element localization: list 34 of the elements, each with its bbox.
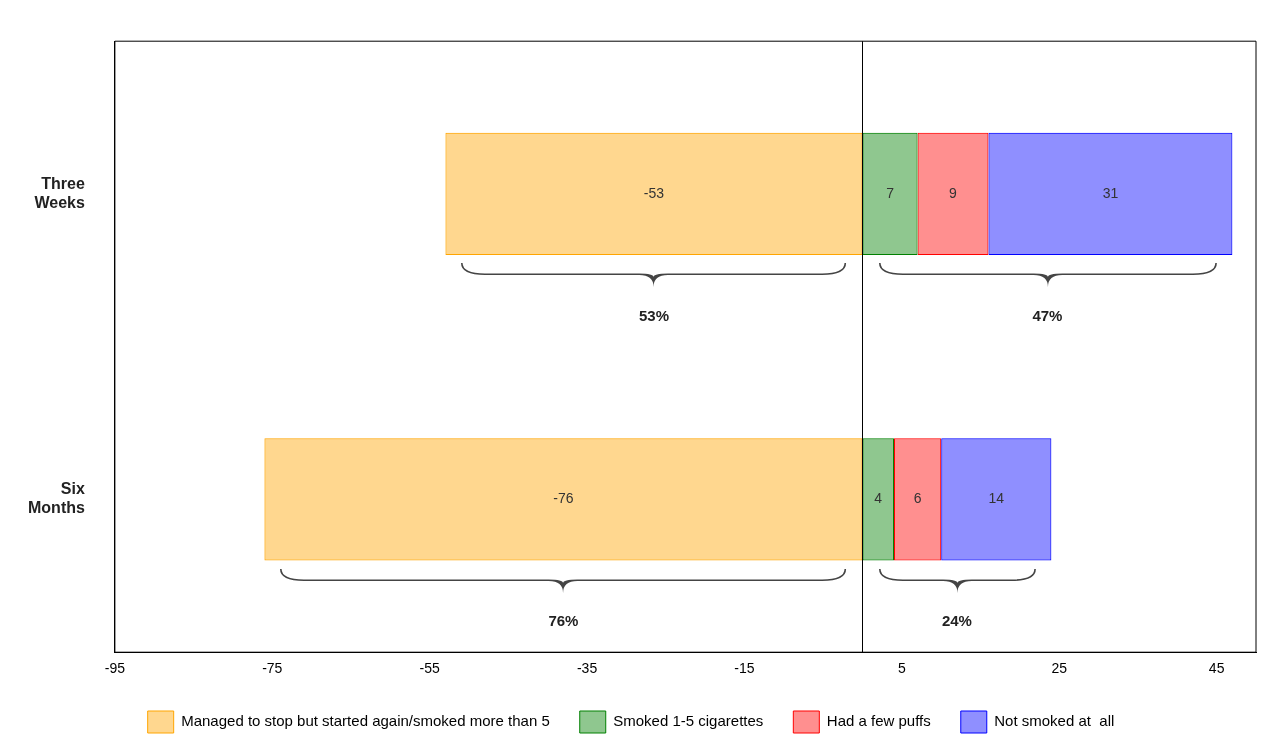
x-tick-label: -35	[576, 660, 598, 677]
bar	[445, 132, 863, 256]
legend-label: Not smoked at all	[994, 712, 1115, 730]
data-label: 4	[874, 490, 883, 507]
bar	[988, 132, 1233, 256]
data-label: 6	[913, 490, 922, 507]
x-tick-label: 5	[897, 660, 906, 677]
x-tick-label: -15	[734, 660, 755, 677]
legend-label: Smoked 1-5 cigarettes	[613, 712, 764, 730]
x-tick-label: -95	[104, 660, 126, 677]
data-label: 31	[1102, 184, 1119, 201]
x-tick-label: 45	[1208, 660, 1225, 677]
x-tick-label: -75	[262, 660, 283, 677]
y-tick-label: Six Months	[28, 480, 85, 517]
annotation: 24%	[941, 612, 972, 630]
legend-label: Managed to stop but started again/smoked more than 5	[181, 712, 550, 730]
bar	[862, 438, 894, 561]
data-label: -76	[553, 490, 574, 507]
bar	[893, 438, 942, 561]
data-label: 7	[886, 184, 895, 201]
bar	[265, 439, 862, 560]
x-tick-label: 25	[1051, 660, 1068, 677]
y-tick-label: Three Weeks	[34, 174, 85, 211]
bar	[917, 132, 989, 256]
data-label: 9	[949, 184, 958, 201]
annotation: 76%	[548, 612, 579, 630]
annotation: 47%	[1032, 306, 1063, 324]
data-label: 14	[988, 490, 1005, 507]
annotation: 53%	[638, 306, 669, 324]
legend-label: Had a few puffs	[826, 712, 931, 730]
bar	[942, 439, 1051, 560]
bar	[862, 132, 918, 256]
x-tick-label: -55	[419, 660, 440, 677]
data-label: -53	[643, 184, 665, 201]
